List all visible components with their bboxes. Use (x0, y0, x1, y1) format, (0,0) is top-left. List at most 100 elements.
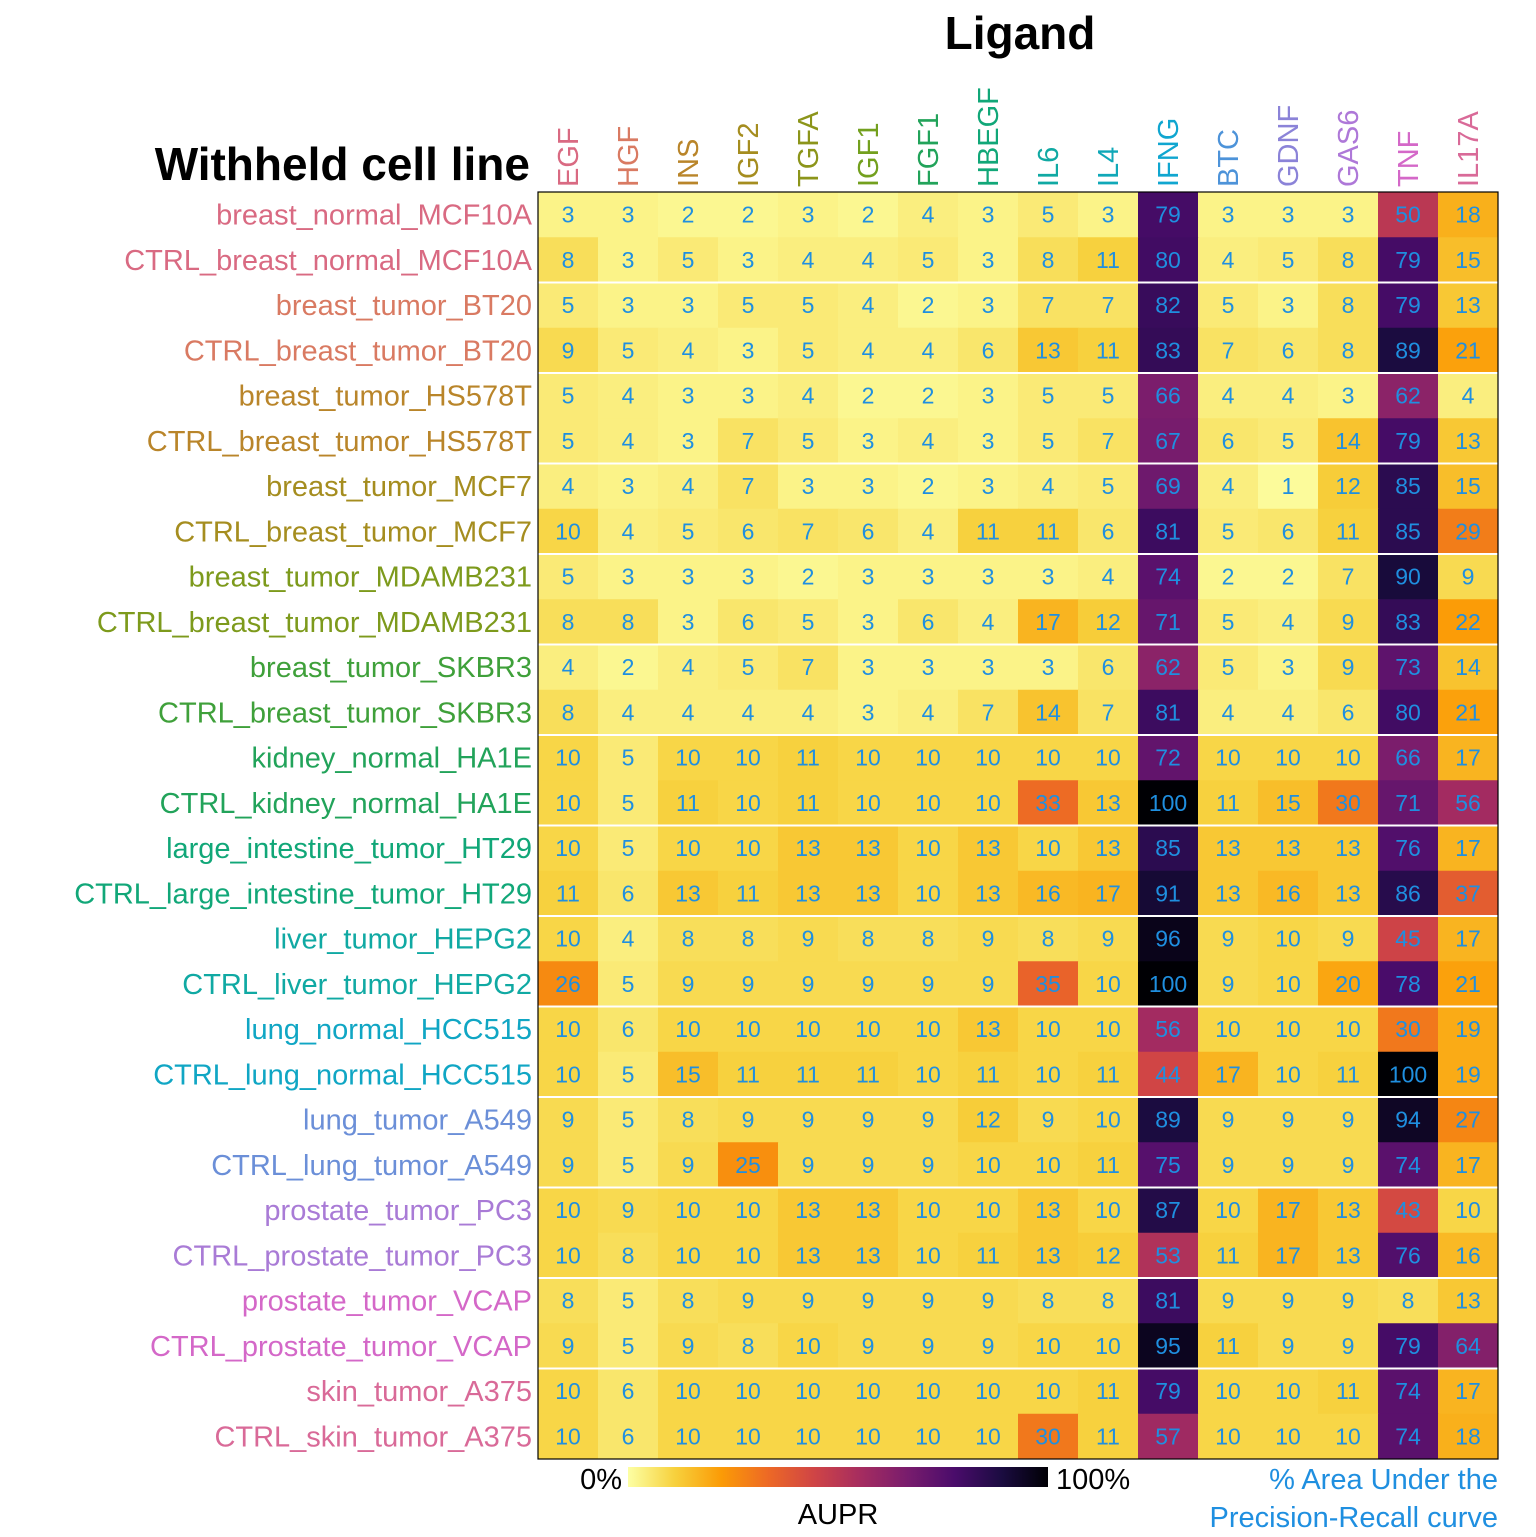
heatmap-cells (538, 192, 1499, 1460)
heatmap-cell (1198, 463, 1259, 510)
cell-value-label: 9 (922, 971, 935, 997)
heatmap-cell (598, 373, 659, 419)
row-label: CTRL_kidney_normal_HA1E (160, 788, 532, 820)
heatmap-cell (1378, 825, 1439, 872)
cell-value-label: 17 (1275, 1242, 1301, 1268)
heatmap-cell (1318, 463, 1379, 510)
heatmap-cell (1438, 870, 1499, 917)
cell-value-label: 10 (915, 1016, 941, 1042)
cell-value-label: 3 (1042, 564, 1055, 590)
heatmap-cell (598, 870, 659, 917)
cell-value-label: 17 (1455, 745, 1481, 771)
heatmap-cell (1318, 1368, 1379, 1415)
heatmap-cell (1198, 599, 1259, 645)
cell-value-label: 69 (1155, 473, 1181, 499)
cell-value-label: 11 (1096, 1423, 1120, 1449)
heatmap-cell (1378, 689, 1439, 736)
heatmap-cell (1378, 418, 1439, 464)
cell-value-label: 9 (1042, 1107, 1055, 1133)
heatmap-cell (1378, 1097, 1439, 1143)
column-label: TNF (1393, 131, 1425, 187)
heatmap-cell (778, 1051, 839, 1098)
heatmap-cell (598, 327, 659, 374)
row-label: breast_normal_MCF10A (216, 200, 533, 232)
cell-value-label: 5 (802, 428, 815, 454)
cell-value-label: 3 (682, 564, 695, 590)
heatmap-cell (658, 961, 719, 1007)
heatmap-cell (1018, 1142, 1079, 1188)
heatmap-cell (1198, 1232, 1259, 1279)
heatmap-cell (598, 1368, 659, 1415)
heatmap-cell (1078, 599, 1139, 645)
cell-value-label: 89 (1395, 337, 1421, 363)
cell-value-label: 71 (1395, 790, 1421, 816)
heatmap-cell (1138, 373, 1199, 419)
heatmap-cell (1198, 780, 1259, 826)
heatmap-cell (1318, 961, 1379, 1007)
heatmap-cell (1198, 735, 1259, 781)
heatmap-cell (538, 1278, 599, 1324)
column-label: IGF1 (853, 123, 885, 187)
cell-value-label: 9 (862, 1152, 875, 1178)
heatmap-cell (1198, 1187, 1259, 1234)
cell-value-label: 9 (802, 971, 815, 997)
column-label: FGF1 (913, 113, 945, 187)
heatmap-cell (718, 961, 779, 1007)
heatmap-cell (898, 961, 959, 1007)
column-label: GAS6 (1333, 110, 1365, 187)
cell-value-label: 4 (922, 699, 935, 725)
cell-value-label: 10 (915, 1242, 941, 1268)
heatmap-cell (598, 1232, 659, 1279)
cell-value-label: 91 (1155, 880, 1181, 906)
heatmap-cell (1258, 1232, 1319, 1279)
heatmap-cell (1018, 192, 1079, 238)
heatmap-cell (838, 1187, 899, 1234)
cell-value-label: 13 (855, 880, 881, 906)
heatmap-cell (1198, 282, 1259, 329)
cell-value-label: 11 (1336, 1378, 1360, 1404)
heatmap-cell (1018, 554, 1079, 600)
cell-value-label: 5 (802, 292, 815, 318)
cell-value-label: 64 (1455, 1333, 1481, 1359)
cell-value-label: 10 (1215, 1016, 1241, 1042)
cell-value-label: 26 (555, 971, 581, 997)
heatmap-cell (778, 780, 839, 826)
heatmap-cell (958, 780, 1019, 826)
heatmap-cell (898, 508, 959, 555)
heatmap-cell (1138, 1187, 1199, 1234)
heatmap-cell (958, 1006, 1019, 1053)
cell-value-label: 9 (1342, 1152, 1355, 1178)
cell-value-label: 10 (1335, 1016, 1361, 1042)
cell-value-label: 9 (982, 926, 995, 952)
heatmap-cell (838, 1278, 899, 1324)
cell-value-label: 11 (1096, 1378, 1120, 1404)
heatmap-cell (1378, 192, 1439, 238)
heatmap-cell (1378, 282, 1439, 329)
cell-value-label: 3 (982, 383, 995, 409)
cell-value-label: 4 (562, 473, 575, 499)
cell-value-label: 10 (555, 790, 581, 816)
heatmap-cell (898, 1142, 959, 1188)
heatmap-cell (958, 1097, 1019, 1143)
cell-value-label: 21 (1455, 699, 1481, 725)
cell-value-label: 22 (1455, 609, 1481, 635)
heatmap-cell (898, 1413, 959, 1460)
heatmap-cell (1138, 1278, 1199, 1324)
cell-value-label: 2 (802, 564, 815, 590)
cell-value-label: 10 (1035, 1016, 1061, 1042)
cell-value-label: 10 (1215, 1197, 1241, 1223)
cell-value-label: 3 (862, 654, 875, 680)
cell-value-label: 10 (555, 1242, 581, 1268)
heatmap-cell (1018, 327, 1079, 374)
heatmap-cell (1438, 1232, 1499, 1279)
heatmap-cell (658, 1413, 719, 1460)
cell-value-label: 9 (1342, 926, 1355, 952)
heatmap-cell (1318, 282, 1379, 329)
cell-value-label: 3 (922, 654, 935, 680)
cell-value-label: 4 (982, 609, 995, 635)
heatmap-cell (838, 463, 899, 510)
cell-value-label: 10 (975, 1197, 1001, 1223)
cell-value-label: 10 (675, 1378, 701, 1404)
heatmap-cell (1258, 282, 1319, 329)
cell-value-label: 3 (622, 564, 635, 590)
